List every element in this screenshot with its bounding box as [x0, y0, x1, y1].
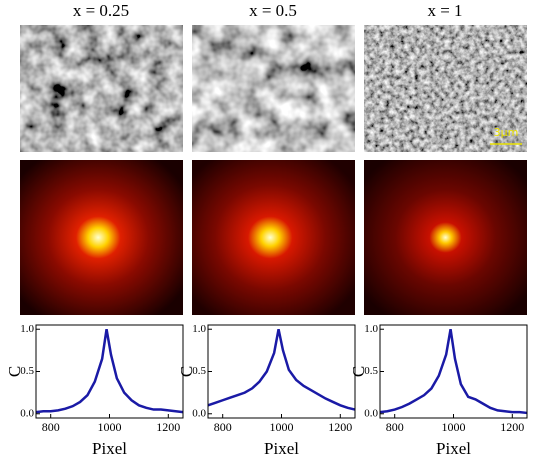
y-axis-label: C	[5, 366, 24, 377]
column-title: x = 0.5	[249, 1, 297, 20]
y-tick-label: 1.0	[20, 323, 34, 335]
y-tick-label: 0.5	[364, 365, 378, 377]
heatmap	[20, 160, 183, 315]
sem-image	[192, 25, 355, 152]
y-tick-label: 1.0	[192, 323, 206, 335]
y-tick-label: 1.0	[364, 323, 378, 335]
x-tick-label: 1000	[270, 420, 294, 434]
plot-frame	[379, 324, 528, 419]
sem-image	[364, 25, 527, 152]
x-tick-label: 800	[214, 420, 232, 434]
x-tick-label: 1000	[98, 420, 122, 434]
heatmap	[192, 160, 355, 315]
x-tick-label: 1000	[442, 420, 466, 434]
heatmap	[364, 160, 527, 315]
data-line	[379, 329, 528, 415]
data-line	[35, 329, 184, 414]
x-tick-label: 800	[386, 420, 404, 434]
column-title: x = 0.25	[73, 1, 129, 20]
y-axis-label: C	[177, 366, 196, 377]
x-tick-label: 1200	[156, 420, 180, 434]
y-tick-label: 0.0	[192, 407, 206, 419]
x-axis-label: Pixel	[264, 439, 299, 458]
x-axis-label: Pixel	[92, 439, 127, 458]
sem-image	[20, 25, 183, 152]
x-axis-label: Pixel	[436, 439, 471, 458]
x-tick-label: 1200	[500, 420, 524, 434]
x-tick-label: 1200	[328, 420, 352, 434]
x-tick-label: 800	[42, 420, 60, 434]
y-tick-label: 0.0	[20, 407, 34, 419]
data-line	[207, 328, 356, 411]
y-axis-label: C	[349, 366, 368, 377]
scale-label: 3μm	[494, 126, 519, 139]
y-tick-label: 0.5	[192, 365, 206, 377]
column-title: x = 1	[427, 1, 462, 20]
plots: x = 0.25 800 1000 1200 0.0 0.5 1.0 Pixel Cx = 0.…	[5, 1, 528, 458]
y-tick-label: 0.5	[20, 365, 34, 377]
y-tick-label: 0.0	[364, 407, 378, 419]
